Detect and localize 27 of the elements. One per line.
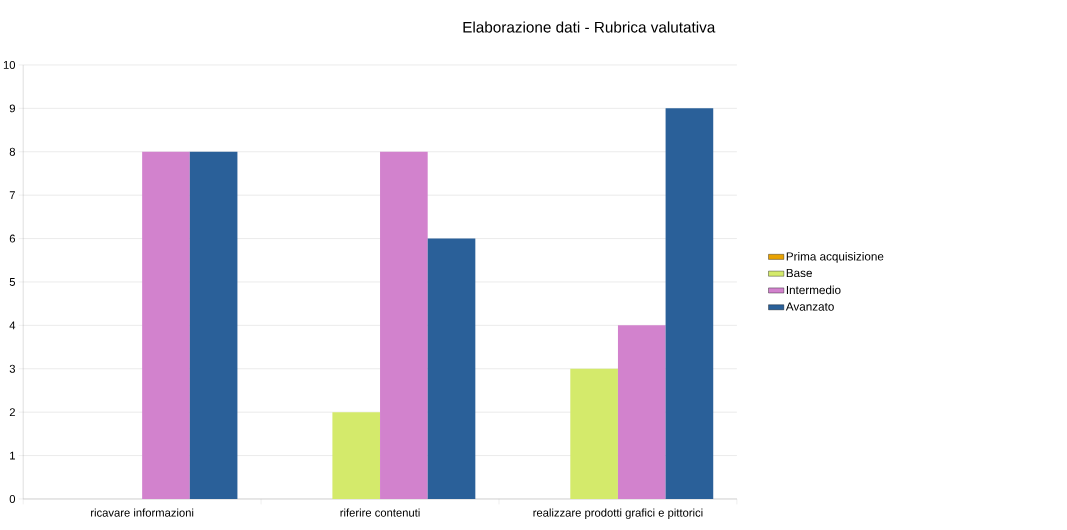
y-tick-label: 6 <box>9 234 16 243</box>
bar <box>380 151 428 500</box>
chart-title: Elaborazione dati - Rubrica valutativa <box>463 21 716 33</box>
bar <box>570 368 618 500</box>
bar <box>189 151 238 500</box>
legend-label: Prima acquisizione <box>786 252 884 264</box>
bar <box>332 412 381 500</box>
y-tick-label: 5 <box>9 278 16 287</box>
x-tick-label: realizzare prodotti grafici e pittorici <box>533 508 703 520</box>
legend-label: Base <box>786 269 812 278</box>
y-tick-label: 8 <box>9 147 16 156</box>
y-tick-label: 7 <box>9 191 15 200</box>
x-tick-label: ricavare informazioni <box>91 508 194 517</box>
bar <box>617 325 666 500</box>
legend-label: Avanzato <box>785 302 834 311</box>
y-tick-label: 0 <box>9 495 16 504</box>
y-tick-label: 9 <box>9 104 15 113</box>
bar <box>665 108 714 500</box>
y-tick-label: 1 <box>10 451 15 460</box>
bar <box>142 151 190 500</box>
bar <box>427 238 476 500</box>
y-tick-label: 2 <box>9 408 15 417</box>
y-tick-label: 3 <box>9 364 16 373</box>
y-tick-label: 10 <box>3 61 16 70</box>
x-tick-label: riferire contenuti <box>340 508 420 517</box>
y-tick-label: 4 <box>9 321 16 330</box>
legend-label: Intermedio <box>786 285 841 295</box>
